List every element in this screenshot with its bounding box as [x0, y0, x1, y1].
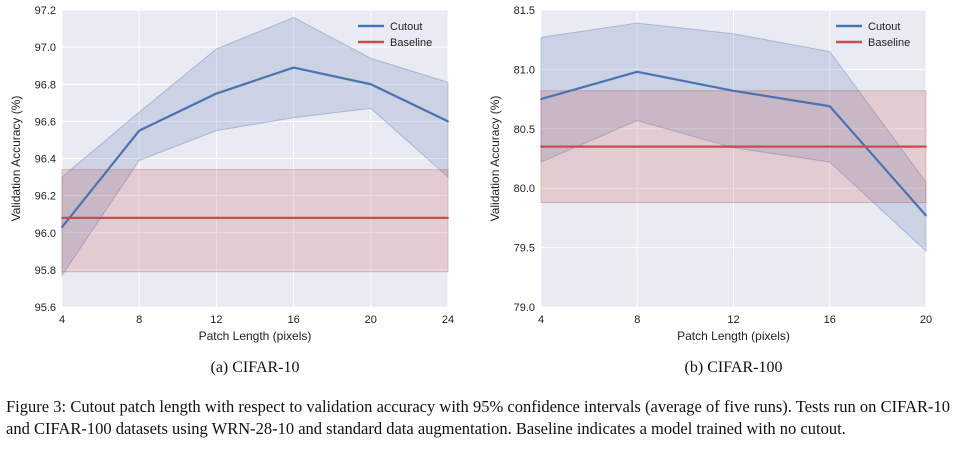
data-point-cutout — [447, 120, 449, 123]
series-line-cutout — [61, 66, 449, 228]
x-tick-label: 24 — [442, 314, 454, 326]
legend-label-cutout: Cutout — [868, 21, 900, 33]
data-point-cutout — [369, 83, 372, 86]
data-point-baseline — [215, 217, 218, 219]
data-point-baseline — [61, 217, 63, 219]
chart-panel-1: 95.6 95.8 96.0 96.2 96.4 96.6 96.8 97.0 97.2 4 8 12… — [9, 5, 454, 376]
y-tick-label: 80.0 — [514, 183, 535, 195]
y-tick-label: 95.6 — [35, 302, 56, 314]
x-tick-label: 20 — [365, 314, 377, 326]
data-point-cutout — [292, 66, 295, 69]
data-point-cutout — [828, 105, 831, 108]
data-point-cutout — [925, 214, 927, 217]
data-point-cutout — [732, 89, 735, 92]
data-point-baseline — [828, 145, 831, 148]
ci-band-cutout — [540, 22, 927, 253]
y-tick-label: 96.0 — [35, 228, 56, 240]
data-point-baseline — [925, 145, 927, 148]
y-tick-label: 96.6 — [35, 116, 56, 128]
legend-label-baseline: Baseline — [390, 37, 432, 49]
x-tick-label: 20 — [920, 314, 932, 326]
chart-panel-2: 79.0 79.5 80.0 80.5 81.0 81.5 4 8 12 16 20 Patch Le… — [488, 5, 932, 376]
data-point-baseline — [369, 217, 372, 219]
y-axis-label: Validation Accuracy (%) — [9, 96, 23, 222]
data-point-baseline — [138, 217, 141, 219]
y-tick-label: 81.5 — [514, 5, 535, 17]
x-tick-label: 16 — [287, 314, 299, 326]
data-point-cutout — [215, 92, 218, 95]
x-axis-label: Patch Length (pixels) — [199, 329, 312, 343]
y-tick-label: 80.5 — [514, 124, 535, 136]
figure-charts: 95.6 95.8 96.0 96.2 96.4 96.6 96.8 97.0 97.2 4 8 12… — [9, 5, 932, 376]
x-tick-label: 16 — [824, 314, 836, 326]
x-tick-label: 12 — [210, 314, 222, 326]
y-tick-label: 96.2 — [35, 191, 56, 203]
data-point-baseline — [732, 145, 735, 148]
y-tick-label: 81.0 — [514, 64, 535, 76]
ci-band-baseline — [61, 169, 449, 273]
data-point-cutout — [61, 226, 63, 229]
subcaption: (b) CIFAR-100 — [685, 359, 783, 376]
y-tick-label: 95.8 — [35, 265, 56, 277]
data-point-baseline — [292, 217, 295, 219]
x-tick-label: 4 — [538, 314, 544, 326]
data-point-baseline — [540, 145, 542, 148]
subcaption: (a) CIFAR-10 — [210, 359, 299, 376]
data-point-baseline — [447, 217, 449, 219]
x-tick-label: 12 — [727, 314, 739, 326]
y-tick-label: 97.2 — [35, 5, 56, 17]
y-tick-label: 96.4 — [35, 154, 56, 166]
legend-label-baseline: Baseline — [868, 37, 910, 49]
x-tick-label: 4 — [59, 314, 65, 326]
y-tick-label: 97.0 — [35, 42, 56, 54]
x-axis-label: Patch Length (pixels) — [677, 329, 790, 343]
ci-band-cutout — [61, 16, 449, 278]
y-tick-label: 96.8 — [35, 79, 56, 91]
figure-caption: Figure 3: Cutout patch length with respe… — [6, 397, 950, 438]
data-point-cutout — [636, 70, 639, 73]
legend-label-cutout: Cutout — [390, 21, 422, 33]
x-tick-label: 8 — [634, 314, 640, 326]
x-tick-label: 8 — [136, 314, 142, 326]
y-tick-label: 79.0 — [514, 302, 535, 314]
data-point-cutout — [138, 129, 141, 132]
y-axis-label: Validation Accuracy (%) — [488, 96, 502, 222]
y-tick-label: 79.5 — [514, 243, 535, 255]
data-point-baseline — [636, 145, 639, 148]
data-point-cutout — [540, 98, 542, 100]
